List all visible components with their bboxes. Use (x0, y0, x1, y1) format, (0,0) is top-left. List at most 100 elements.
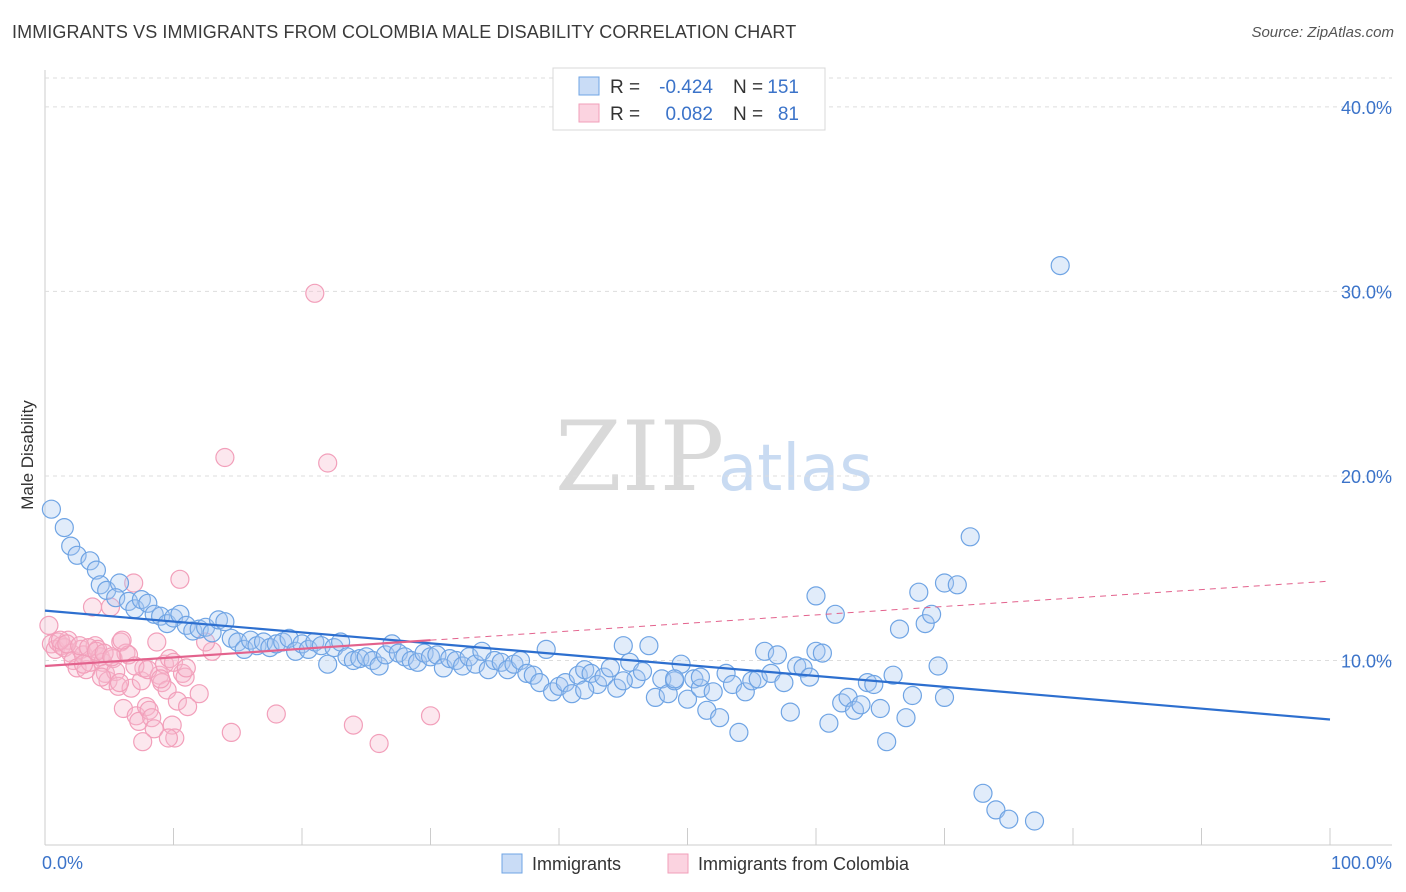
immigrants-point-150 (575, 680, 595, 700)
colombia-point-38 (142, 708, 162, 728)
immigrants-point-117 (799, 667, 820, 687)
source-label: Source: ZipAtlas.com (1251, 24, 1394, 41)
bottom-legend-swatch-immigrants (501, 853, 523, 874)
immigrants-point-99 (684, 669, 704, 689)
immigrants-point-148 (664, 669, 685, 689)
y-tick-labels: 10.0% 20.0% 30.0% 40.0% (1341, 98, 1392, 672)
immigrants-point-82 (575, 660, 595, 680)
immigrants-point-131 (889, 619, 910, 639)
colombia-point-37 (139, 700, 159, 720)
legend-n-label-2: N = (733, 104, 763, 125)
colombia-point-61 (369, 733, 389, 754)
immigrants-point-130 (883, 665, 903, 685)
colombia-point-60 (343, 715, 363, 735)
immigrants-point-84 (587, 674, 608, 695)
immigrants-point-80 (562, 684, 582, 704)
immigrants-point-136 (921, 604, 942, 624)
y-tick-label-1: 10.0% (1341, 651, 1392, 671)
colombia-point-24 (106, 661, 126, 682)
immigrants-point-92 (639, 636, 659, 656)
colombia-point-59 (318, 453, 338, 473)
immigrants-point-134 (909, 582, 929, 602)
colombia-point-57 (266, 704, 286, 724)
correlation-legend: R = -0.424 N = 151 R = 0.082 N = 81 (552, 67, 826, 131)
immigrants-point-14 (138, 593, 158, 613)
immigrants-point-139 (947, 575, 967, 595)
colombia-point-79 (109, 672, 130, 693)
colombia-point-63 (50, 630, 71, 650)
immigrants-point-149 (613, 671, 633, 691)
immigrants-point-140 (960, 527, 980, 547)
immigrants-point-10 (106, 588, 126, 608)
trend-line-colombia (44, 639, 431, 668)
immigrants-point-88 (613, 636, 633, 656)
colombia-point-36 (136, 696, 157, 717)
immigrants-point-76 (536, 639, 556, 660)
colombia-point-70 (112, 630, 132, 650)
grid-lines (45, 77, 1392, 661)
immigrants-point-109 (748, 669, 768, 689)
series-immigrants-points (41, 256, 1070, 831)
immigrants-point-98 (677, 689, 698, 709)
immigrants-point-100 (690, 678, 711, 698)
immigrants-point-110 (754, 641, 775, 661)
immigrants-point-146 (806, 586, 826, 606)
colombia-point-40 (147, 632, 167, 652)
series-colombia-points (39, 283, 441, 754)
colombia-point-73 (151, 669, 171, 689)
immigrants-point-64 (459, 647, 479, 667)
colombia-point-31 (124, 573, 144, 593)
legend-swatch-colombia (578, 103, 600, 123)
immigrants-point-1 (41, 499, 62, 519)
legend-n-value-2: 81 (778, 104, 799, 125)
bottom-legend-label-immigrants: Immigrants (532, 854, 621, 874)
immigrants-point-143 (999, 809, 1019, 829)
colombia-point-75 (176, 658, 196, 678)
colombia-point-81 (158, 728, 178, 748)
immigrants-point-42 (318, 654, 338, 674)
immigrants-point-128 (870, 698, 890, 719)
legend-r-value-2: 0.082 (665, 104, 713, 125)
trend-line-colombia-extrapolated (430, 580, 1331, 641)
y-tick-label-4: 40.0% (1341, 98, 1392, 118)
immigrants-point-26 (215, 612, 235, 632)
immigrants-point-113 (774, 672, 794, 693)
immigrants-point-144 (1024, 811, 1045, 831)
immigrants-point-68 (485, 650, 505, 671)
colombia-point-1 (39, 615, 59, 636)
colombia-point-48 (167, 691, 187, 711)
colombia-point-52 (178, 696, 198, 717)
colombia-point-56 (221, 722, 241, 743)
x-tick-marks (173, 828, 1331, 845)
immigrants-point-129 (877, 732, 897, 752)
bottom-legend-swatch-colombia (667, 853, 689, 874)
legend-n-value-1: 151 (767, 77, 799, 98)
immigrants-point-6 (86, 560, 107, 580)
immigrants-point-74 (523, 665, 543, 685)
chart-title: IMMIGRANTS VS IMMIGRANTS FROM COLOMBIA M… (12, 22, 797, 42)
immigrants-point-5 (80, 551, 100, 571)
immigrants-point-75 (530, 672, 550, 693)
colombia-point-62 (420, 706, 441, 726)
immigrants-point-93 (645, 687, 666, 708)
immigrants-point-9 (109, 573, 130, 593)
immigrants-point-2 (54, 517, 74, 538)
immigrants-point-107 (735, 682, 755, 702)
immigrants-point-137 (928, 656, 948, 676)
watermark-zip: ZIP (555, 401, 724, 513)
immigrants-point-119 (812, 643, 833, 663)
legend-r-label-2: R = (610, 104, 640, 125)
colombia-point-53 (189, 684, 209, 704)
trend-lines (44, 580, 1331, 721)
colombia-point-78 (91, 667, 112, 687)
immigrants-point-106 (729, 722, 749, 743)
colombia-point-49 (170, 569, 190, 589)
immigrants-point-13 (131, 589, 151, 610)
immigrants-point-142 (986, 800, 1006, 820)
bottom-legend-label-colombia: Immigrants from Colombia (698, 854, 910, 874)
y-axis-label: Male Disability (18, 400, 37, 510)
immigrants-point-112 (767, 645, 788, 665)
colombia-point-30 (121, 678, 141, 698)
immigrants-point-135 (915, 613, 935, 634)
